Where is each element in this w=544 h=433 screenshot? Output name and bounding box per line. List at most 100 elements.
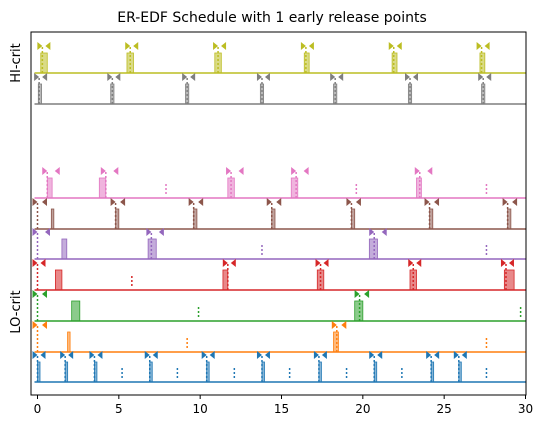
x-tick-label: 0 [34,402,42,416]
task-9-release-marker [369,351,375,359]
x-tick-label: 10 [193,402,208,416]
task-9-deadline-marker [68,351,74,359]
task-1-release-marker [125,42,131,50]
task-9-deadline-marker [152,351,158,359]
task-1-release-marker [37,42,43,50]
x-tick-label: 20 [355,402,370,416]
task-1-deadline-marker [308,42,314,50]
task-5-release-marker [32,228,38,236]
task-9-release-marker [453,351,459,359]
task-6-job-bar [503,269,515,291]
x-tick-label: 15 [274,402,289,416]
task-3-deadline-marker [54,167,60,175]
task-4-release-marker [32,198,38,206]
task-1-release-marker [300,42,306,50]
task-9-release-marker [256,351,262,359]
task-5-release-marker [146,228,152,236]
x-tick-label: 5 [115,402,123,416]
task-1-deadline-marker [133,42,139,50]
task-3-deadline-marker [113,167,119,175]
task-6-deadline-marker [416,259,422,267]
task-5-deadline-marker [381,228,387,236]
task-2-release-marker [256,73,262,81]
task-1-release-marker [388,42,394,50]
task-7-job-bar [354,300,364,322]
task-6-release-marker [315,259,321,267]
task-1-job-bar [391,52,398,74]
task-9-release-marker [313,351,319,359]
task-2-release-marker [182,73,188,81]
task-4-job-bar [50,208,55,230]
task-1-deadline-marker [484,42,490,50]
x-tick-label: 25 [437,402,452,416]
task-9-release-marker [201,351,207,359]
task-1-release-marker [213,42,219,50]
task-1-release-marker [476,42,482,50]
task-3-release-marker [100,167,106,175]
task-4-release-marker [346,198,352,206]
task-9-deadline-marker [377,351,383,359]
task-5-job-bar [147,238,157,260]
task-9-deadline-marker [461,351,467,359]
task-9-deadline-marker [40,351,46,359]
task-2-deadline-marker [264,73,270,81]
task-7-deadline-marker [364,290,370,298]
x-tick-label: 30 [518,402,533,416]
task-3-job-bar [98,177,107,199]
task-6-deadline-marker [40,259,46,267]
task-5-deadline-marker [45,228,50,236]
task-7-release-marker [354,290,360,298]
task-9-deadline-marker [209,351,215,359]
task-3-release-marker [226,167,232,175]
task-3-deadline-marker [238,167,244,175]
task-3-deadline-marker [427,167,433,175]
task-2-release-marker [405,73,411,81]
task-6-release-marker [500,259,506,267]
task-2-release-marker [107,73,113,81]
task-9-release-marker [144,351,150,359]
task-6-deadline-marker [508,259,514,267]
task-4-release-marker [188,198,194,206]
task-1-job-bar [40,52,48,74]
plot-frame [30,31,527,396]
task-2-deadline-marker [190,73,196,81]
task-2-job-bar [37,83,42,105]
task-5-job-bar [61,238,68,260]
task-2-release-marker [478,73,484,81]
task-1-job-bar [303,52,310,74]
task-8-job-bar [333,331,339,353]
task-2-release-marker [330,73,336,81]
task-4-deadline-marker [42,198,47,206]
task-2-deadline-marker [413,73,419,81]
task-3-job-bar [290,177,299,199]
task-4-deadline-marker [198,198,204,206]
x-axis: 0 5 10 15 20 25 30 [34,395,533,416]
task-4-release-marker [266,198,272,206]
task-4-deadline-marker [355,198,361,206]
task-9-release-marker [426,351,432,359]
task-1-deadline-marker [396,42,402,50]
task-4-deadline-marker [434,198,440,206]
task-2-deadline-marker [338,73,344,81]
task-3-release-marker [291,167,297,175]
task-2-deadline-marker [115,73,121,81]
task-3-deadline-marker [303,167,309,175]
task-6-job-bar [54,269,63,291]
task-4-deadline-marker [120,198,126,206]
task-6-deadline-marker [230,259,236,267]
task-1-job-bar [479,52,486,74]
task-2-deadline-marker [486,73,492,81]
task-4-release-marker [424,198,430,206]
task-9-release-marker [32,351,38,359]
task-8-deadline-marker [341,321,347,329]
task-4-release-marker [110,198,116,206]
task-1-deadline-marker [221,42,227,50]
task-8-release-marker [331,321,337,329]
task-8-release-marker [32,321,38,329]
task-5-job-bar [368,238,378,260]
task-2-release-marker [34,73,40,81]
task-7-job-bar [71,300,81,322]
task-6-deadline-marker [323,259,329,267]
task-5-release-marker [369,228,375,236]
